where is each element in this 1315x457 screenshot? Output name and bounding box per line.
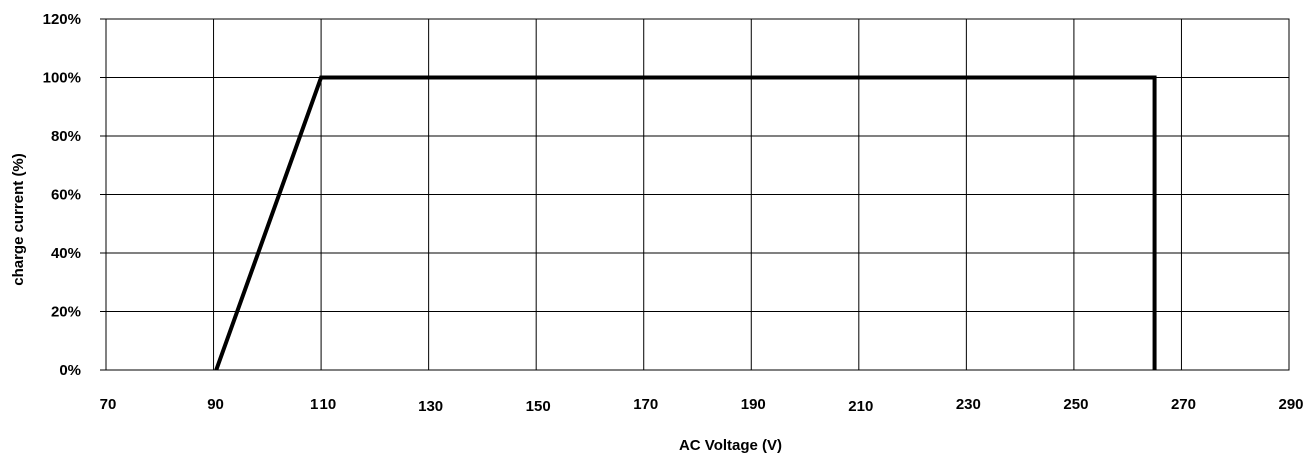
y-tick-label: 0%: [59, 362, 81, 379]
x-tick-label: 190: [741, 396, 766, 413]
x-tick-label: 250: [1063, 396, 1088, 413]
plot-area-border: [105, 18, 1290, 371]
x-tick-label: 270: [1171, 396, 1196, 413]
x-tick-label: 290: [1278, 396, 1303, 413]
x-tick-label: 210: [848, 398, 873, 415]
x-tick-label: 230: [956, 396, 981, 413]
y-tick-label: 120%: [43, 11, 81, 28]
y-axis-title: charge current (%): [10, 153, 27, 286]
x-tick-label: 1 10: [310, 396, 336, 413]
y-tick-label: 40%: [51, 245, 81, 262]
y-tick-label: 100%: [43, 70, 81, 87]
x-tick-label: 150: [526, 398, 551, 415]
x-tick-label: 90: [207, 396, 224, 413]
series-line: [214, 75, 1157, 371]
x-tick-label: 170: [633, 396, 658, 413]
y-tick-label: 20%: [51, 304, 81, 321]
y-tick-label: 60%: [51, 187, 81, 204]
y-tick-label: 80%: [51, 128, 81, 145]
x-axis-title: AC Voltage (V): [679, 437, 782, 454]
x-tick-label: 130: [418, 398, 443, 415]
x-tick-label: 70: [100, 396, 117, 413]
